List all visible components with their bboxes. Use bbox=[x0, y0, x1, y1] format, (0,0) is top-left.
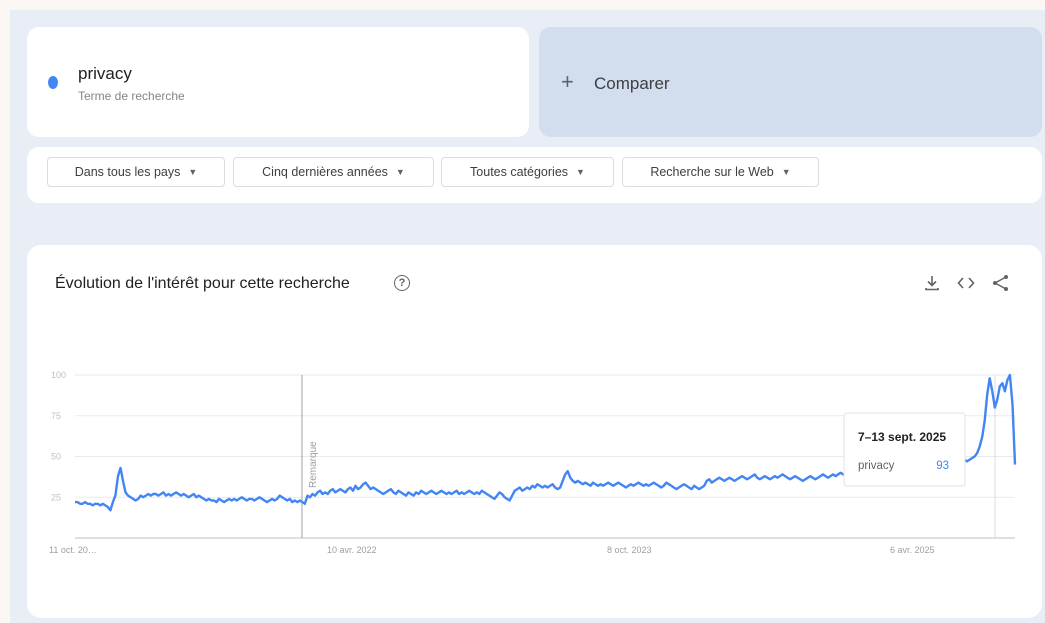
x-axis-ticks: 11 oct. 20… 10 avr. 2022 8 oct. 2023 6 avr.… bbox=[49, 545, 935, 555]
dropdown-caret-icon: ▼ bbox=[188, 167, 198, 177]
dropdown-caret-icon: ▼ bbox=[395, 167, 405, 177]
chart-title: Évolution de l'intérêt pour cette recher… bbox=[55, 275, 350, 292]
dropdown-caret-icon: ▼ bbox=[781, 167, 791, 177]
y-axis-ticks: 100 75 50 25 bbox=[51, 370, 66, 502]
series-color-dot bbox=[48, 76, 58, 89]
search-term-subtitle: Terme de recherche bbox=[78, 89, 185, 103]
filter-time-range[interactable]: Cinq dernières années ▼ bbox=[233, 157, 434, 187]
filter-region-label: Dans tous les pays bbox=[74, 165, 181, 179]
interest-line-chart[interactable]: 100 75 50 25 11 oct. 20… 10 avr. 2022 8 oct. … bbox=[27, 245, 1042, 618]
x-tick-label: 11 oct. 20… bbox=[49, 545, 97, 555]
tooltip-term: privacy bbox=[858, 460, 895, 472]
compare-label: Comparer bbox=[594, 74, 670, 93]
y-tick-label: 100 bbox=[51, 370, 66, 380]
plus-icon: + bbox=[561, 69, 574, 94]
filter-category[interactable]: Toutes catégories ▼ bbox=[441, 157, 614, 187]
interest-over-time-card: Évolution de l'intérêt pour cette recher… bbox=[27, 245, 1042, 618]
dropdown-caret-icon: ▼ bbox=[576, 167, 585, 177]
x-tick-label: 6 avr. 2025 bbox=[890, 545, 935, 555]
tooltip-date: 7–13 sept. 2025 bbox=[858, 430, 946, 444]
remarque-marker-label: Remarque bbox=[308, 441, 319, 488]
y-tick-label: 75 bbox=[51, 411, 61, 421]
filter-search-type[interactable]: Recherche sur le Web ▼ bbox=[622, 157, 819, 187]
download-icon[interactable] bbox=[922, 273, 942, 293]
search-term-card[interactable]: privacy Terme de recherche bbox=[27, 27, 529, 137]
y-tick-label: 50 bbox=[51, 452, 61, 462]
y-tick-label: 25 bbox=[51, 492, 61, 502]
share-icon[interactable] bbox=[991, 273, 1011, 293]
x-tick-label: 8 oct. 2023 bbox=[607, 545, 652, 555]
help-circle-icon[interactable]: ? bbox=[394, 275, 410, 291]
filter-category-label: Toutes catégories bbox=[470, 165, 569, 179]
search-term-name[interactable]: privacy bbox=[78, 64, 132, 83]
filter-region[interactable]: Dans tous les pays ▼ bbox=[47, 157, 225, 187]
compare-button[interactable]: + Comparer bbox=[539, 27, 1042, 137]
embed-code-icon[interactable] bbox=[956, 273, 976, 293]
filter-search-type-label: Recherche sur le Web bbox=[650, 165, 774, 179]
filters-bar: Dans tous les pays ▼ Cinq dernières anné… bbox=[27, 147, 1042, 203]
chart-tooltip: 7–13 sept. 2025 privacy 93 bbox=[843, 412, 966, 487]
x-tick-label: 10 avr. 2022 bbox=[327, 545, 377, 555]
tooltip-value: 93 bbox=[936, 460, 949, 472]
filter-time-range-label: Cinq dernières années bbox=[262, 165, 388, 179]
